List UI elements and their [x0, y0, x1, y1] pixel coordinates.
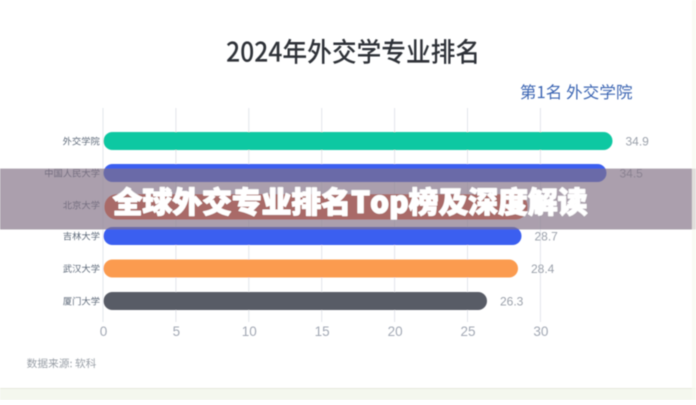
- svg-text:34.9: 34.9: [626, 134, 650, 148]
- svg-text:5: 5: [173, 324, 181, 339]
- svg-text:30: 30: [533, 324, 548, 339]
- svg-text:28.7: 28.7: [535, 229, 559, 243]
- svg-text:26.3: 26.3: [500, 294, 524, 308]
- svg-text:15: 15: [315, 324, 330, 339]
- svg-text:20: 20: [388, 324, 403, 339]
- svg-text:0: 0: [100, 324, 108, 339]
- svg-text:25: 25: [460, 324, 475, 339]
- svg-text:28.4: 28.4: [531, 262, 555, 276]
- svg-text:10: 10: [242, 324, 257, 339]
